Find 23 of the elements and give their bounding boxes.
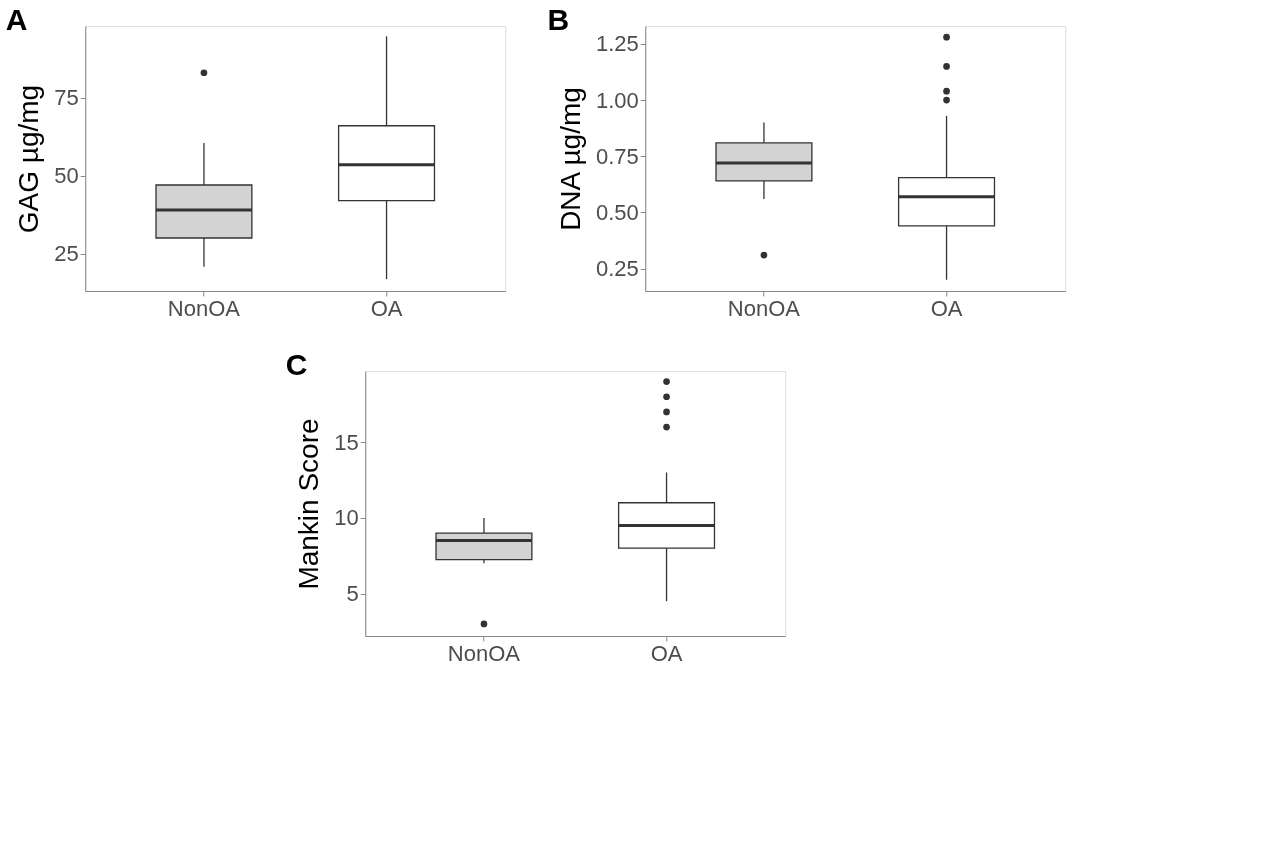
y-tick-label: 0.50 [595, 199, 639, 225]
y-tick-label: 5 [346, 581, 359, 607]
x-tick-label: NonOA [447, 640, 521, 666]
chart-title: B [547, 3, 570, 36]
y-tick-label: 15 [334, 429, 359, 455]
y-tick-label: 75 [54, 85, 79, 111]
y-tick-label: 25 [54, 241, 79, 267]
y-tick-label: 50 [54, 163, 79, 189]
x-tick-label: OA [650, 640, 683, 666]
y-tick-label: 0.75 [595, 143, 639, 169]
x-tick-label: NonOA [727, 295, 801, 321]
y-tick-label: 1.25 [595, 31, 639, 57]
chart-title: C [285, 348, 308, 381]
y-tick-label: 1.00 [595, 87, 639, 113]
y-tick-label: 0.25 [595, 256, 639, 282]
y-axis-title: GAG µg/mg [13, 84, 45, 234]
x-tick-label: OA [370, 295, 403, 321]
y-axis-title: Mankin Score [293, 418, 325, 590]
y-axis-title: DNA µg/mg [554, 87, 586, 231]
chart-title: A [5, 3, 28, 36]
y-tick-label: 10 [334, 505, 359, 531]
x-tick-label: OA [930, 295, 963, 321]
x-tick-label: NonOA [167, 295, 241, 321]
